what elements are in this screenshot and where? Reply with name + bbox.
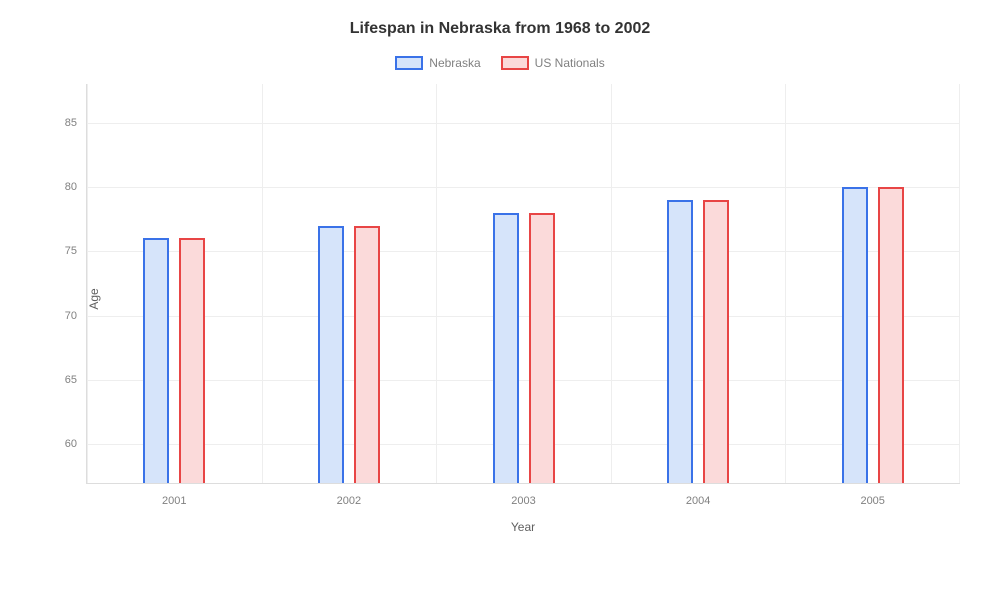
y-tick-label: 60 [65,438,87,450]
gridline-v [959,84,960,483]
legend: Nebraska US Nationals [30,56,970,70]
gridline-v [87,84,88,483]
bar-nebraska[interactable] [318,226,344,483]
x-axis-title: Year [86,520,960,534]
x-tick-label: 2003 [511,483,535,507]
gridline-v [436,84,437,483]
bar-us-nationals[interactable] [354,226,380,483]
bar-us-nationals[interactable] [878,187,904,483]
gridline-v [785,84,786,483]
legend-item-nebraska[interactable]: Nebraska [395,56,480,70]
gridline-h [87,316,960,317]
y-tick-label: 80 [65,181,87,193]
gridline-h [87,187,960,188]
y-tick-label: 65 [65,374,87,386]
bar-nebraska[interactable] [493,213,519,483]
x-tick-label: 2001 [162,483,186,507]
bar-us-nationals[interactable] [703,200,729,483]
gridline-h [87,380,960,381]
y-tick-label: 85 [65,117,87,129]
y-tick-label: 70 [65,310,87,322]
legend-label-us-nationals: US Nationals [535,56,605,70]
bar-us-nationals[interactable] [179,238,205,483]
chart-container: Lifespan in Nebraska from 1968 to 2002 N… [0,0,1000,600]
legend-label-nebraska: Nebraska [429,56,480,70]
gridline-v [262,84,263,483]
x-tick-label: 2002 [337,483,361,507]
y-tick-label: 75 [65,245,87,257]
bar-nebraska[interactable] [667,200,693,483]
gridline-h [87,251,960,252]
gridline-v [611,84,612,483]
bar-nebraska[interactable] [842,187,868,483]
bar-nebraska[interactable] [143,238,169,483]
legend-swatch-us-nationals [501,56,529,70]
gridline-h [87,444,960,445]
x-tick-label: 2004 [686,483,710,507]
gridline-h [87,123,960,124]
legend-item-us-nationals[interactable]: US Nationals [501,56,605,70]
legend-swatch-nebraska [395,56,423,70]
plot-wrap: Age 60657075808520012002200320042005 Yea… [86,84,960,514]
chart-title: Lifespan in Nebraska from 1968 to 2002 [30,20,970,38]
bar-us-nationals[interactable] [529,213,555,483]
x-tick-label: 2005 [860,483,884,507]
plot-area: 60657075808520012002200320042005 [86,84,960,484]
